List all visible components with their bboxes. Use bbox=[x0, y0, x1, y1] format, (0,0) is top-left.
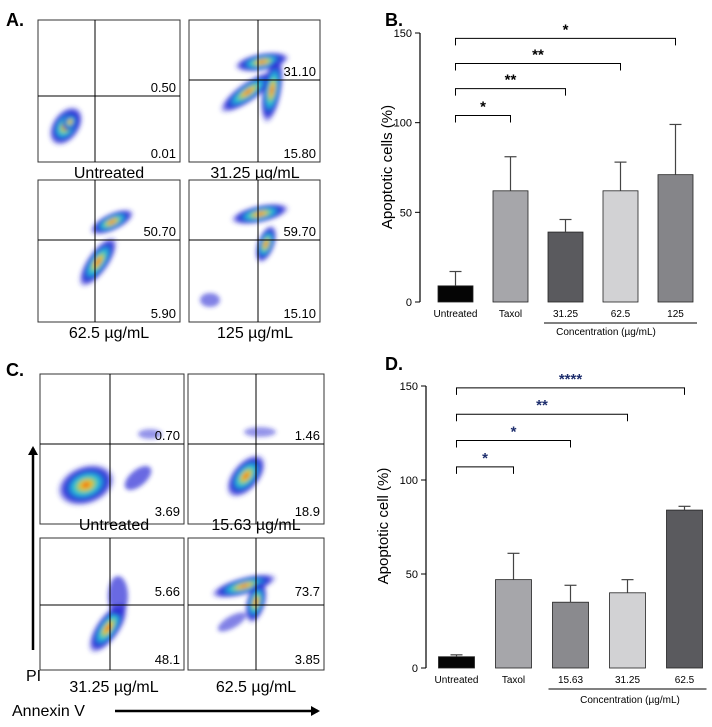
bar-125 bbox=[657, 174, 694, 303]
significance-bracket bbox=[455, 88, 566, 96]
bar-31-25 bbox=[609, 592, 646, 669]
plot-label-c3: 31.25 µg/mL bbox=[69, 679, 158, 696]
significance-bracket bbox=[456, 413, 628, 422]
quadrant-lower-value: 48.1 bbox=[155, 652, 180, 667]
significance-bracket bbox=[456, 440, 571, 448]
quadrant-upper-value: 50.70 bbox=[143, 224, 176, 239]
quadrant-upper-value: 5.66 bbox=[155, 584, 180, 599]
significance-bracket bbox=[455, 114, 511, 123]
quadrant-upper-value: 73.7 bbox=[295, 584, 320, 599]
significance-stars: * bbox=[480, 98, 486, 115]
quadrant-lower-value: 3.69 bbox=[155, 504, 180, 519]
x-tick-label: Untreated bbox=[435, 675, 479, 686]
quadrant-upper-value: 0.50 bbox=[151, 80, 176, 95]
bar-62-5 bbox=[666, 509, 703, 669]
d-y-axis-title: Apoptotic cell (%) bbox=[375, 468, 392, 585]
flow-plot-a4: 59.70 15.10 bbox=[188, 179, 321, 323]
plot-label-a3: 62.5 µg/mL bbox=[69, 325, 149, 342]
quadrant-lower-value: 0.01 bbox=[151, 146, 176, 161]
x-tick-label: 15.63 bbox=[558, 675, 583, 686]
quadrant-lower-value: 15.80 bbox=[283, 146, 316, 161]
plot-label-c2: 15.63 µg/mL bbox=[211, 517, 300, 534]
x-tick-label: 62.5 bbox=[675, 675, 695, 686]
significance-stars: ** bbox=[532, 46, 544, 63]
significance-stars: ** bbox=[505, 72, 517, 89]
x-tick-label: 62.5 bbox=[611, 309, 631, 320]
y-tick-label: 100 bbox=[400, 475, 418, 487]
bar-15-63 bbox=[552, 601, 589, 669]
panel-letter-b: B. bbox=[385, 10, 403, 30]
bar-taxol bbox=[492, 190, 529, 303]
y-tick-label: 50 bbox=[406, 569, 418, 581]
cell-population bbox=[78, 208, 135, 288]
d-x-axis-title: Concentration (µg/mL) bbox=[580, 695, 680, 706]
flow-plot-a3: 50.70 5.90 bbox=[37, 179, 181, 323]
bar-62-5 bbox=[602, 190, 639, 303]
bar-taxol bbox=[495, 579, 532, 669]
cell-population bbox=[88, 576, 128, 654]
quadrant-upper-value: 31.10 bbox=[283, 64, 316, 79]
x-tick-label: 31.25 bbox=[615, 675, 640, 686]
panel-letter-d: D. bbox=[385, 354, 403, 374]
flow-plot-a1: 0.50 0.01 bbox=[37, 19, 181, 163]
significance-stars: **** bbox=[559, 371, 583, 388]
significance-bracket bbox=[455, 62, 621, 71]
quadrant-upper-value: 1.46 bbox=[295, 428, 320, 443]
significance-bracket bbox=[456, 387, 685, 395]
plot-label-a2: 31.25 µg/mL bbox=[210, 165, 299, 182]
quadrant-lower-value: 3.85 bbox=[295, 652, 320, 667]
significance-stars: ** bbox=[536, 397, 548, 414]
y-tick-label: 150 bbox=[394, 28, 412, 40]
flow-plot-a2: 31.10 15.80 bbox=[188, 19, 321, 163]
y-tick-label: 50 bbox=[400, 207, 412, 219]
flow-plot-c4: 73.7 3.85 bbox=[187, 537, 325, 671]
flow-plot-c2: 1.46 18.9 bbox=[187, 373, 325, 525]
bar-untreated bbox=[438, 656, 475, 669]
plot-label-a1: Untreated bbox=[74, 165, 144, 182]
quadrant-lower-value: 15.10 bbox=[283, 306, 316, 321]
y-tick-label: 100 bbox=[394, 118, 412, 130]
significance-stars: * bbox=[563, 21, 569, 38]
cell-population bbox=[200, 203, 290, 307]
flow-plot-c1: 0.70 3.69 bbox=[39, 373, 185, 525]
plot-label-c1: Untreated bbox=[79, 517, 149, 534]
x-tick-label: Untreated bbox=[434, 309, 478, 320]
flow-plot-c3: 5.66 48.1 bbox=[39, 537, 185, 671]
plot-label-c4: 62.5 µg/mL bbox=[216, 679, 296, 696]
panel-letter-c: C. bbox=[6, 360, 24, 380]
significance-bracket bbox=[455, 37, 676, 46]
y-tick-label: 0 bbox=[406, 297, 412, 309]
quadrant-upper-value: 59.70 bbox=[283, 224, 316, 239]
x-tick-label: Taxol bbox=[499, 309, 522, 320]
x-tick-label: Taxol bbox=[502, 675, 525, 686]
y-tick-label: 150 bbox=[400, 381, 418, 393]
significance-stars: * bbox=[482, 450, 488, 467]
cell-population bbox=[56, 429, 162, 507]
annexin-axis-label: Annexin V bbox=[12, 703, 85, 720]
y-tick-label: 0 bbox=[412, 663, 418, 675]
x-tick-label: 31.25 bbox=[553, 309, 578, 320]
cell-population bbox=[219, 51, 290, 124]
b-y-axis-title: Apoptotic cells (%) bbox=[379, 105, 396, 229]
quadrant-lower-value: 18.9 bbox=[295, 504, 320, 519]
x-tick-label: 125 bbox=[667, 309, 684, 320]
plot-label-a4: 125 µg/mL bbox=[217, 325, 293, 342]
significance-bracket bbox=[456, 466, 514, 474]
quadrant-lower-value: 5.90 bbox=[151, 306, 176, 321]
cell-population bbox=[48, 106, 84, 146]
b-x-axis-title: Concentration (µg/mL) bbox=[556, 327, 656, 338]
bar-31-25 bbox=[547, 231, 584, 303]
significance-stars: * bbox=[511, 424, 517, 441]
quadrant-upper-value: 0.70 bbox=[155, 428, 180, 443]
panel-letter-a: A. bbox=[6, 10, 24, 30]
bar-untreated bbox=[437, 285, 474, 303]
pi-axis-label: PI bbox=[26, 668, 41, 685]
